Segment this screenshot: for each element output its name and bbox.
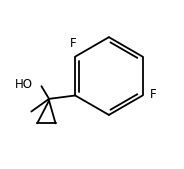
Text: F: F — [150, 88, 157, 101]
Text: F: F — [70, 37, 77, 50]
Text: HO: HO — [15, 78, 33, 91]
